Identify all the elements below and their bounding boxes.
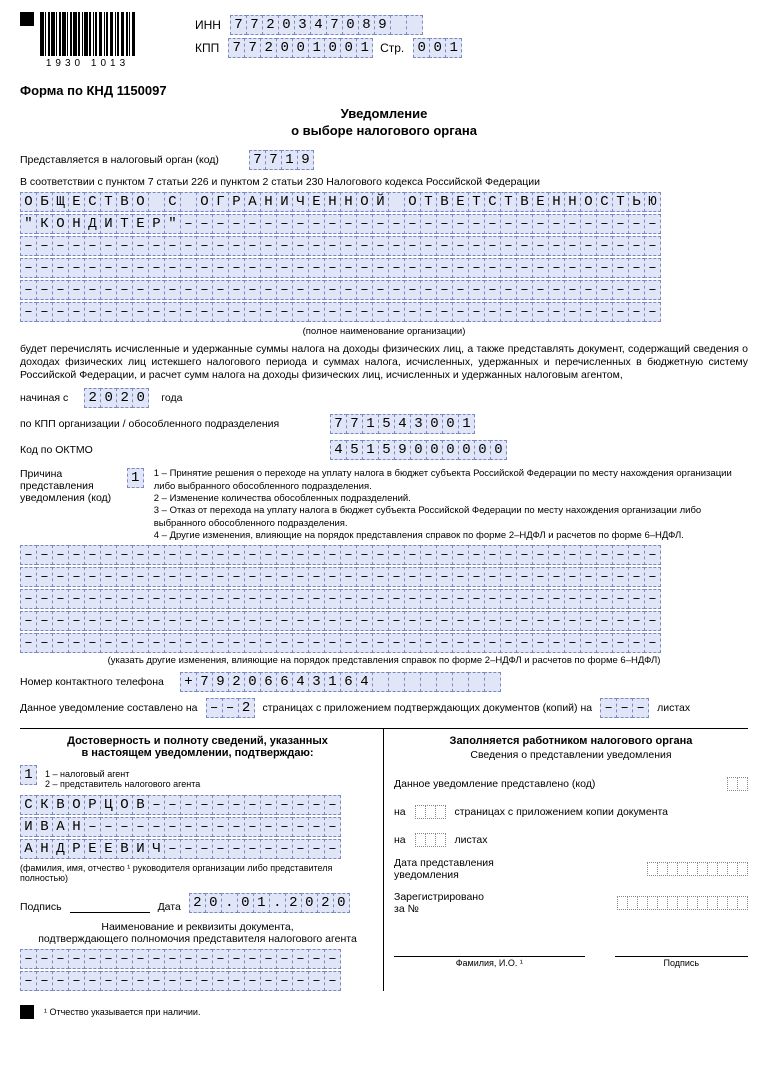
inn-label: ИНН <box>195 18 221 32</box>
org-name-caption: (полное наименование организации) <box>20 326 748 337</box>
pages-count-cells: ––2 <box>206 698 255 718</box>
org-code-label: Представляется в налоговый орган (код) <box>20 154 219 166</box>
attach-count-cells: ––– <box>600 698 649 718</box>
oktmo-cells: 45159000000 <box>330 440 507 460</box>
year-cells: 2020 <box>84 388 149 408</box>
inn-cells: 7720347089 <box>230 15 423 35</box>
kpp-cells: 772001001 <box>228 38 373 58</box>
kpp-unit-cells: 771543001 <box>330 414 475 434</box>
sign-date-cells: 20.01.2020 <box>189 893 350 913</box>
reason-legend: 1 – Принятие решения о переходе на уплат… <box>154 468 748 542</box>
corner-marker-bottom <box>20 1005 34 1019</box>
reason-code-cell: 1 <box>127 468 144 488</box>
changes-rows: ––––––––––––––––––––––––––––––––––––––––… <box>20 545 748 653</box>
reason-block: Причина представления уведомления (код) … <box>20 468 748 542</box>
org-name-rows: ОБЩЕСТВО С ОГРАНИЧЕННОЙ ОТВЕТСТВЕННОСТЬЮ… <box>20 192 748 324</box>
tax-office-column: Заполняется работником налогового органа… <box>384 729 748 991</box>
signature-line <box>70 899 150 913</box>
transfer-text: будет перечислять исчисленные и удержанн… <box>20 343 748 382</box>
form-page: 1930 1013 ИНН 7720347089 КПП 772001001 С… <box>0 0 768 1029</box>
header-row: 1930 1013 ИНН 7720347089 КПП 772001001 С… <box>20 12 748 69</box>
barcode-block: 1930 1013 <box>20 12 135 69</box>
kpp-label: КПП <box>195 41 219 55</box>
bottom-grid: Достоверность и полноту сведений, указан… <box>20 728 748 991</box>
footer: ¹ Отчество указывается при наличии. <box>20 1005 748 1019</box>
changes-caption: (указать другие изменения, влияющие на п… <box>20 655 748 666</box>
confirm-column: Достоверность и полноту сведений, указан… <box>20 729 384 991</box>
barcode: 1930 1013 <box>40 12 135 69</box>
title: Уведомление о выборе налогового органа <box>20 106 748 140</box>
phone-cells: +79206643164 <box>180 672 501 692</box>
barcode-numbers: 1930 1013 <box>46 58 129 69</box>
signer-type-cell: 1 <box>20 765 37 785</box>
page-cells: 001 <box>413 38 462 58</box>
form-code: Форма по КНД 1150097 <box>20 83 748 98</box>
inn-kpp-block: ИНН 7720347089 КПП 772001001 Стр. 001 <box>195 12 462 61</box>
corner-marker <box>20 12 34 26</box>
org-code-cells: 7719 <box>249 150 314 170</box>
page-label: Стр. <box>380 41 404 55</box>
basis-text: В соответствии с пунктом 7 статьи 226 и … <box>20 176 748 189</box>
